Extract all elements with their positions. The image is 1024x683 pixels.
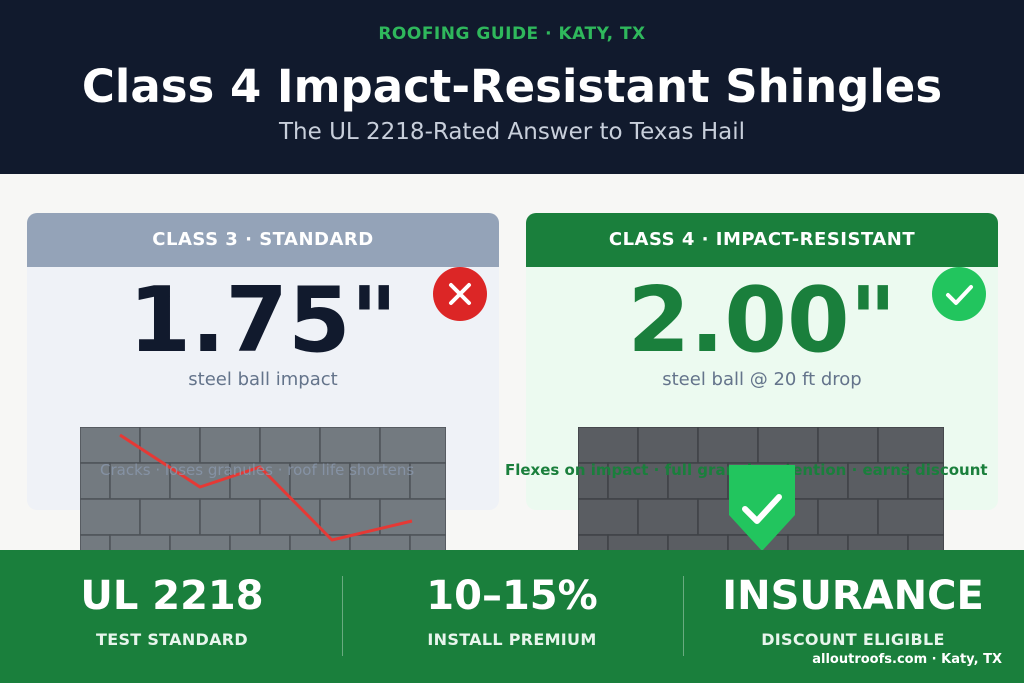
crack-line [119, 433, 413, 542]
class-4-value: 2.00" [627, 268, 897, 373]
stat-value: UL 2218 [80, 573, 264, 619]
page-title: Class 4 Impact-Resistant Shingles [81, 60, 943, 113]
stat-label: TEST STANDARD [96, 630, 248, 649]
damaged-shingle-illustration [80, 427, 446, 557]
header-banner: ROOFING GUIDE · KATY, TX Class 4 Impact-… [0, 0, 1024, 174]
site-credit: alloutroofs.com · Katy, TX [812, 652, 1002, 667]
kicker-label: ROOFING GUIDE · KATY, TX [378, 24, 646, 44]
stat-label: INSTALL PREMIUM [427, 630, 597, 649]
stat-test-standard: UL 2218 TEST STANDARD [2, 572, 342, 649]
stat-install-premium: 10–15% INSTALL PREMIUM [342, 572, 682, 649]
class-3-heading: CLASS 3 · STANDARD [27, 213, 499, 267]
x-icon [433, 267, 487, 321]
stat-value: INSURANCE [722, 573, 984, 619]
stat-divider [342, 576, 343, 656]
stat-insurance: INSURANCE DISCOUNT ELIGIBLE [683, 572, 1023, 649]
class-3-value: 1.75" [128, 268, 398, 373]
class-4-detail: steel ball @ 20 ft drop [662, 369, 862, 390]
stats-footer: UL 2218 TEST STANDARD 10–15% INSTALL PRE… [0, 550, 1024, 683]
class-3-detail: steel ball impact [188, 369, 338, 390]
stat-value: 10–15% [426, 573, 598, 619]
class-3-caption: Cracks · loses granules · roof life shor… [100, 461, 415, 479]
check-icon [932, 267, 986, 321]
stat-label: DISCOUNT ELIGIBLE [761, 630, 945, 649]
shield-check-icon [727, 463, 797, 557]
class-4-heading: CLASS 4 · IMPACT-RESISTANT [526, 213, 998, 267]
stat-divider [683, 576, 684, 656]
page-subtitle: The UL 2218-Rated Answer to Texas Hail [278, 119, 745, 145]
